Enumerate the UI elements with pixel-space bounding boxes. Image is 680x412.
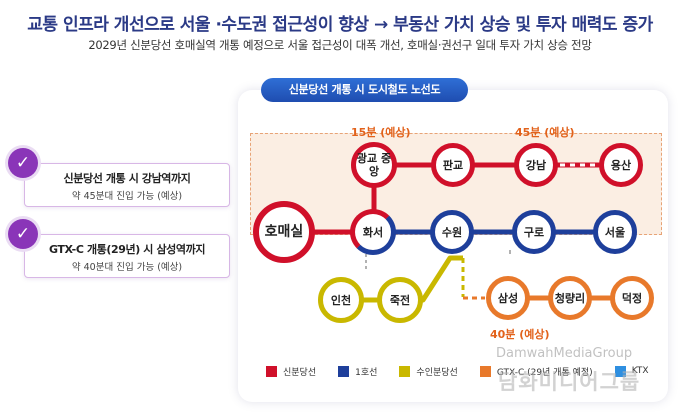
legend-label: KTX — [631, 366, 649, 376]
station-guro: 구로 — [512, 210, 556, 254]
station-pangyo: 판교 — [431, 143, 475, 187]
station-jukjeon: 죽전 — [377, 277, 423, 323]
legend: 신분당선 1호선 수인분당선 GTX-C (29년 개통 예정) KTX — [266, 360, 671, 382]
watermark-latin: DamwahMediaGroup — [496, 346, 633, 361]
legend-swatch — [399, 365, 411, 377]
info-card-detail: 약 45분대 진입 가능 (예상) — [71, 191, 183, 202]
info-card-gtxc: GTX-C 개통(29년) 시 삼성역까지 약 40분대 진입 가능 (예상) — [24, 234, 230, 278]
legend-swatch — [338, 365, 350, 377]
check-icon: ✓ — [8, 148, 38, 178]
watermark-korean: 담화미디어그룹 — [498, 370, 641, 394]
legend-item: 수인분당선 — [399, 365, 458, 378]
legend-swatch — [266, 365, 277, 377]
station-gwanggyo: 광교 중앙 — [351, 142, 397, 188]
info-card-title: GTX-C 개통(29년) 시 삼성역까지 — [48, 243, 206, 256]
headline: 교통 인프라 개선으로 서울 ·수도권 접근성이 향상 → 부동산 가치 상승 … — [27, 15, 653, 35]
station-suwon: 수원 — [430, 210, 474, 254]
station-yongsan: 용산 — [599, 143, 643, 187]
info-card-sinbundang: 신분당선 개통 시 강남역까지 약 45분대 진입 가능 (예상) — [24, 163, 230, 207]
info-card-title: 신분당선 개통 시 강남역까지 — [63, 172, 191, 185]
legend-swatch — [479, 365, 491, 377]
legend-item: 신분당선 — [266, 365, 316, 378]
map-title: 신분당선 개통 시 도시철도 노선도 — [261, 78, 468, 102]
annotation-45min: 45분 (예상) — [515, 126, 575, 139]
station-cheongnyangni: 청량리 — [548, 276, 592, 320]
legend-label: 신분당선 — [283, 367, 317, 378]
annotation-40min: 40분 (예상) — [490, 328, 550, 341]
legend-swatch — [614, 365, 626, 377]
legend-label: GTX-C (29년 개통 예정) — [496, 367, 593, 378]
subheadline: 2029년 신분당선 호매실역 개통 예정으로 서울 접근성이 대폭 개선, 호… — [88, 38, 592, 52]
legend-item: 1호선 — [338, 365, 377, 378]
station-samseong: 삼성 — [486, 276, 530, 320]
legend-label: 1호선 — [355, 367, 378, 378]
dashed-connectors — [365, 250, 511, 269]
station-homaesil: 호매실 — [253, 201, 315, 263]
station-gangnam: 강남 — [514, 143, 558, 187]
annotation-15min: 15분 (예상) — [351, 126, 411, 139]
legend-item: GTX-C (29년 개통 예정) — [479, 365, 593, 378]
station-seoul: 서울 — [593, 210, 637, 254]
info-card-detail: 약 40분대 진입 가능 (예상) — [71, 262, 183, 273]
check-icon: ✓ — [8, 219, 38, 249]
station-deokjeong: 덕정 — [610, 276, 654, 320]
legend-item: KTX — [614, 365, 649, 377]
legend-label: 수인분당선 — [416, 367, 458, 378]
station-incheon: 인천 — [318, 277, 364, 323]
station-hwaseo: 화서 — [350, 209, 396, 255]
